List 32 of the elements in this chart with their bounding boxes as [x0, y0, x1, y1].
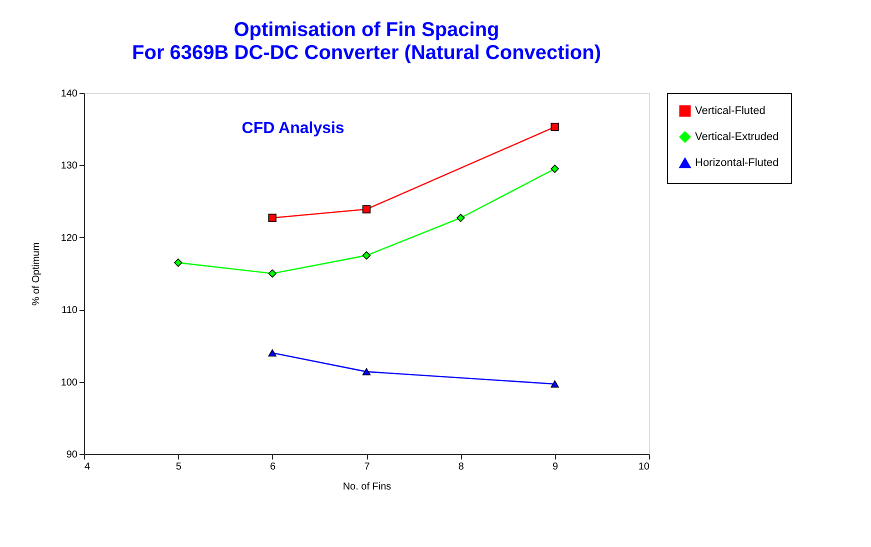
point [550, 380, 559, 388]
x-tick-label: 6 [270, 462, 276, 472]
y-tick-label: 110 [62, 305, 78, 316]
y-tick-label: 100 [60, 377, 78, 388]
x-tick-label: 9 [552, 462, 559, 472]
chart-subtitle: For 6369B DC-DC Converter (Natural Convection) [132, 42, 601, 64]
y-tick-label: 140 [60, 88, 78, 100]
x-tick-label: 7 [364, 462, 370, 472]
x-tick-label: 8 [458, 462, 464, 472]
x-tick-label: 5 [176, 462, 182, 472]
annotation: CFD Analysis [242, 120, 344, 137]
point [174, 258, 182, 267]
point [268, 269, 276, 278]
point [362, 251, 371, 260]
point [362, 205, 371, 214]
point [268, 349, 276, 357]
legend-label: Vertical-Fluted [695, 105, 766, 117]
x-tick-label: 4 [84, 462, 90, 472]
x-axis-title: No. of Fins [342, 482, 392, 492]
x-tick-label: 10 [638, 462, 650, 472]
y-tick-label: 120 [60, 232, 78, 244]
point [456, 214, 465, 222]
y-tick-label: 130 [60, 160, 78, 172]
legend-label: Horizontal-Fluted [695, 157, 779, 169]
point [362, 368, 371, 376]
point [550, 122, 559, 132]
point [550, 164, 559, 173]
y-tick-label: 90 [66, 450, 78, 460]
y-axis-title: % of Optimum [30, 242, 42, 306]
legend-label: Vertical-Extruded [695, 131, 779, 143]
point [268, 214, 276, 222]
chart-title: Optimisation of Fin Spacing [234, 19, 500, 41]
